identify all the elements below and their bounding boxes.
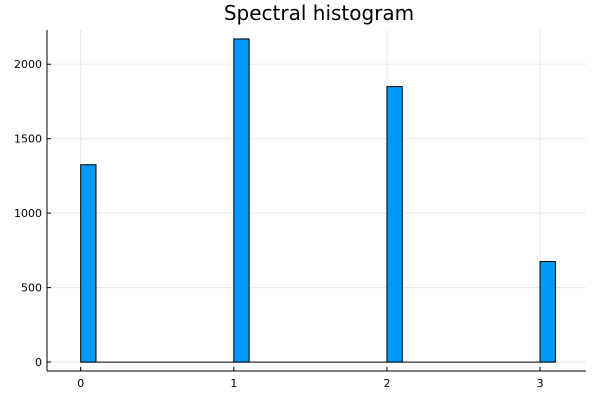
x-tick-label: 2	[383, 377, 390, 390]
y-tick-label: 0	[35, 356, 42, 369]
y-tick-label: 500	[21, 282, 42, 295]
x-tick-label: 0	[77, 377, 84, 390]
histogram-bar	[80, 164, 97, 363]
x-tick-label: 1	[230, 377, 237, 390]
y-tick-label: 2000	[14, 58, 42, 71]
grid-lines	[47, 30, 586, 371]
chart-title: Spectral histogram	[224, 1, 414, 25]
y-ticks: 0 500 1000 1500 2000	[14, 58, 51, 369]
y-tick-label: 1500	[14, 133, 42, 146]
histogram-bar	[386, 86, 403, 363]
y-tick-label: 1000	[14, 207, 42, 220]
histogram-bar	[539, 261, 556, 363]
bars-group	[80, 38, 556, 363]
histogram-bar	[233, 38, 250, 363]
x-tick-label: 3	[537, 377, 544, 390]
axes	[46, 30, 586, 372]
x-ticks: 0 1 2 3	[77, 367, 544, 390]
